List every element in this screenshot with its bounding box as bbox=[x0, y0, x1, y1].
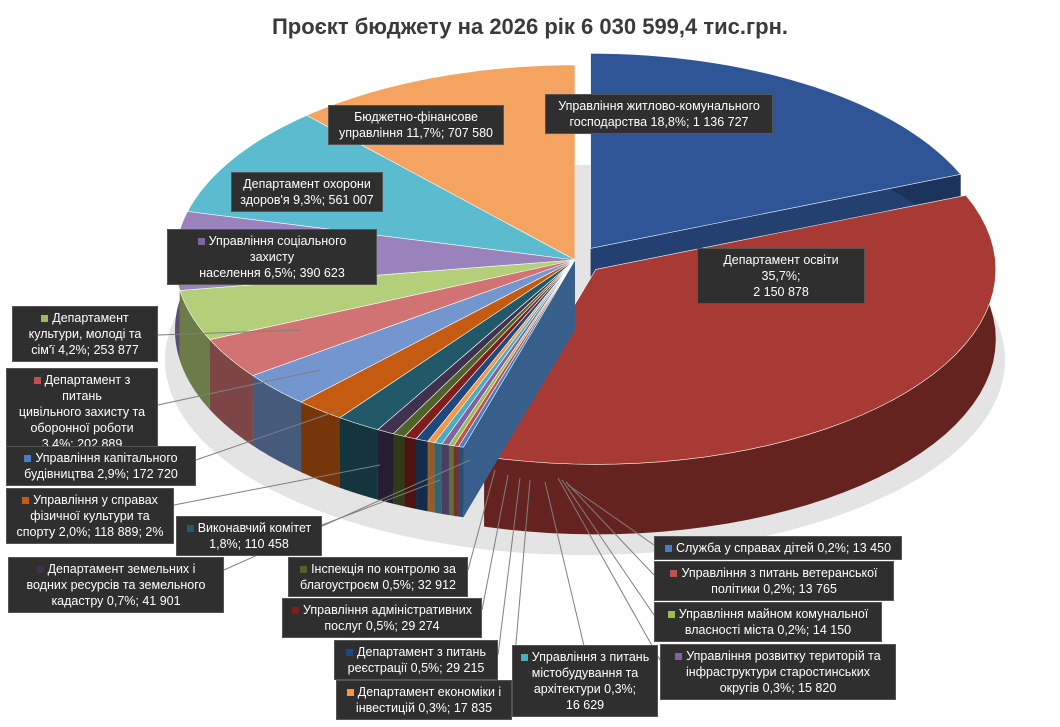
data-label-osvita: Департамент освіти 35,7%; 2 150 878 bbox=[697, 248, 865, 304]
data-label-line: Служба у справах дітей 0,2%; 13 450 bbox=[675, 541, 892, 555]
data-label-reestr: Департамент з питань реєстрації 0,5%; 29 … bbox=[334, 640, 498, 680]
leader-line bbox=[481, 474, 509, 611]
data-label-mistobud: Управління з питань містобудування та архі… bbox=[512, 645, 658, 717]
legend-swatch bbox=[664, 545, 672, 553]
data-label-line: культури, молоді та bbox=[28, 327, 142, 341]
legend-swatch bbox=[675, 653, 683, 661]
data-label-kapbud: Управління капітального будівництва 2,9%;… bbox=[6, 446, 196, 486]
legend-swatch bbox=[346, 689, 354, 697]
data-label-line: Управління капітального bbox=[35, 451, 178, 465]
data-label-line: фізичної культури та bbox=[30, 509, 150, 523]
leader-line bbox=[567, 484, 655, 546]
legend-swatch bbox=[24, 455, 32, 463]
legend-swatch bbox=[292, 607, 300, 615]
leader-line bbox=[544, 481, 586, 651]
data-label-line: Інспекція по контролю за bbox=[311, 562, 456, 576]
data-label-line: реєстрації 0,5%; 29 215 bbox=[347, 661, 485, 675]
leader-line bbox=[157, 369, 321, 406]
leader-line bbox=[467, 469, 496, 571]
data-label-veteran: Управління з питань ветеранської політики… bbox=[654, 561, 894, 601]
data-label-line: власності міста 0,2%; 14 150 bbox=[684, 623, 852, 637]
data-label-rozvytok: Управління розвитку територій та інфрастр… bbox=[660, 644, 896, 700]
data-label-bfu: Бюджетно-фінансове управління 11,7%; 707 … bbox=[328, 105, 504, 145]
data-label-line: благоустроєм 0,5%; 32 912 bbox=[299, 578, 457, 592]
data-label-line: Департамент економіки і bbox=[357, 685, 502, 699]
data-label-line: інвестицій 0,3%; 17 835 bbox=[355, 701, 493, 715]
data-label-line: послуг 0,5%; 29 274 bbox=[324, 619, 440, 633]
data-label-line: Виконавчий комітет bbox=[197, 521, 312, 535]
leader-line bbox=[497, 477, 521, 656]
chart-title: Проєкт бюджету на 2026 рік 6 030 599,4 т… bbox=[271, 14, 789, 39]
data-label-line: оборонної роботи bbox=[30, 421, 134, 435]
data-label-line: Управління у справах bbox=[33, 493, 158, 507]
data-label-mayno: Управління майном комунальної власності м… bbox=[654, 602, 882, 642]
legend-swatch bbox=[346, 649, 354, 657]
legend-swatch bbox=[197, 238, 205, 246]
data-label-line: Департамент з питань bbox=[44, 373, 131, 403]
data-label-cz: Департамент з питань цивільного захисту т… bbox=[6, 368, 158, 456]
legend-swatch bbox=[300, 566, 308, 574]
data-label-line: Бюджетно-фінансове bbox=[354, 110, 478, 124]
data-label-line: Департамент охорони bbox=[243, 177, 371, 191]
pie-slice bbox=[458, 259, 576, 518]
data-label-line: Департамент bbox=[52, 311, 129, 325]
data-label-line: політики 0,2%; 13 765 bbox=[711, 582, 837, 596]
legend-swatch bbox=[36, 566, 44, 574]
data-label-line: Управління майном комунальної bbox=[678, 607, 869, 621]
data-label-line: архітектури 0,3%; bbox=[533, 682, 637, 696]
data-label-line: сім'ї 4,2%; 253 877 bbox=[31, 343, 139, 357]
data-label-line: водних ресурсів та земельного bbox=[26, 578, 206, 592]
data-label-line: кадастру 0,7%; 41 901 bbox=[51, 594, 181, 608]
data-label-line: населення 6,5%; 390 623 bbox=[199, 266, 345, 280]
leader-line bbox=[195, 409, 341, 461]
data-label-line: інфраструктури старостинських bbox=[686, 665, 870, 679]
data-label-line: господарства 18,8%; 1 136 727 bbox=[569, 115, 749, 129]
data-label-line: Управління соціального захисту bbox=[208, 234, 347, 264]
data-label-zemel: Департамент земельних і водних ресурсів т… bbox=[8, 557, 224, 613]
legend-swatch bbox=[667, 611, 675, 619]
data-label-ohorona: Департамент охорони здоров'я 9,3%; 561 00… bbox=[231, 172, 383, 212]
data-label-inspekcia: Інспекція по контролю за благоустроєм 0,5… bbox=[288, 557, 468, 597]
legend-swatch bbox=[22, 497, 30, 505]
data-label-line: 2 150 878 bbox=[753, 285, 809, 299]
data-label-line: Департамент з питань bbox=[357, 645, 486, 659]
data-label-line: Департамент освіти 35,7%; bbox=[723, 253, 839, 283]
data-label-line: 1,8%; 110 458 bbox=[209, 537, 289, 551]
leader-line bbox=[173, 464, 381, 506]
data-label-line: Управління розвитку територій та bbox=[686, 649, 881, 663]
data-label-line: 16 629 bbox=[565, 698, 605, 712]
data-label-dity: Служба у справах дітей 0,2%; 13 450 bbox=[654, 536, 902, 560]
data-label-line: цивільного захисту та bbox=[18, 405, 146, 419]
data-label-line: Управління адміністративних bbox=[303, 603, 472, 617]
data-label-kultura: Департамент культури, молоді та сім'ї 4,2%… bbox=[12, 306, 158, 362]
leader-line bbox=[565, 481, 655, 576]
legend-swatch bbox=[33, 377, 41, 385]
legend-swatch bbox=[41, 315, 49, 323]
data-label-sport: Управління у справах фізичної культури та… bbox=[6, 488, 174, 544]
data-label-line: Управління житлово-комунального bbox=[558, 99, 760, 113]
data-label-line: Департамент земельних і bbox=[47, 562, 196, 576]
data-label-line: здоров'я 9,3%; 561 007 bbox=[240, 193, 374, 207]
leader-line bbox=[557, 477, 661, 661]
data-label-vykon: Виконавчий комітет 1,8%; 110 458 bbox=[176, 516, 322, 556]
data-label-zhkg: Управління житлово-комунального господарс… bbox=[545, 94, 773, 134]
legend-swatch bbox=[186, 525, 194, 533]
data-label-line: будівництва 2,9%; 172 720 bbox=[24, 467, 178, 481]
data-label-line: округів 0,3%; 15 820 bbox=[719, 681, 837, 695]
data-label-line: управління 11,7%; 707 580 bbox=[338, 126, 494, 140]
data-label-line: Управління з питань ветеранської bbox=[681, 566, 878, 580]
data-label-line: спорту 2,0%; 118 889; 2% bbox=[16, 525, 164, 539]
leader-line bbox=[157, 329, 301, 336]
legend-swatch bbox=[520, 654, 528, 662]
legend-swatch bbox=[670, 570, 678, 578]
leader-line bbox=[561, 479, 655, 616]
data-label-line: містобудування та bbox=[531, 666, 639, 680]
data-label-line: Управління з питань bbox=[531, 650, 650, 664]
data-label-admin: Управління адміністративних послуг 0,5%; … bbox=[282, 598, 482, 638]
data-label-ekon: Департамент економіки і інвестицій 0,3%; … bbox=[336, 680, 512, 720]
data-label-socz: Управління соціального захисту населення … bbox=[167, 229, 377, 285]
